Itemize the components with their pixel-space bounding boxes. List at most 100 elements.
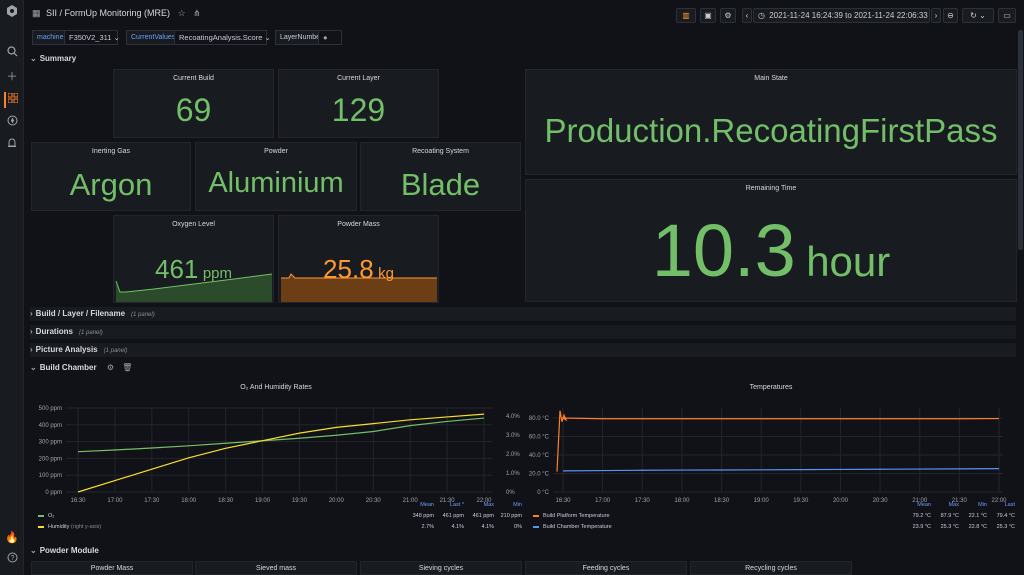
- legend-item[interactable]: O₂: [38, 513, 54, 519]
- dashboard-grid-icon: ▦: [32, 8, 41, 18]
- legend-value: 25.3 °C: [996, 524, 1015, 530]
- panel-powder-module[interactable]: Powder Mass: [31, 561, 193, 575]
- breadcrumb: ▦ SII / FormUp Monitoring (MRE) ☆ ⋔: [32, 8, 201, 19]
- legend-swatch: [533, 514, 539, 517]
- y-tick-label: 100 ppm: [39, 473, 62, 479]
- settings-gear-icon[interactable]: ⚙: [106, 363, 115, 372]
- var-machine-label: machine: [32, 30, 69, 45]
- panel-powder-module[interactable]: Feeding cycles: [525, 561, 687, 575]
- legend-swatch: [38, 525, 44, 528]
- legend-value: 4.1%: [481, 524, 494, 530]
- var-current-values-select[interactable]: RecoatingAnalysis.Score ⌄: [174, 30, 271, 45]
- save-dashboard-button[interactable]: ▣: [700, 8, 716, 23]
- panel-current-build[interactable]: Current Build 69: [113, 69, 274, 138]
- row-build-layer-title[interactable]: › Build / Layer / Filename (1 panel): [30, 309, 155, 318]
- x-tick-label: 21:00: [912, 498, 928, 504]
- panel-current-layer[interactable]: Current Layer 129: [278, 69, 439, 138]
- trash-icon[interactable]: 🗑: [122, 363, 133, 372]
- row-durations[interactable]: [30, 325, 1016, 339]
- x-tick-label: 18:30: [218, 498, 234, 504]
- toggle-dot-icon: ●: [323, 33, 328, 42]
- x-tick-label: 22:00: [476, 498, 492, 504]
- row-summary[interactable]: ⌄ Summary: [30, 54, 76, 63]
- legend-series-name: Humidity: [48, 524, 70, 530]
- x-tick-label: 19:00: [754, 498, 770, 504]
- panel-powder-module[interactable]: Sieved mass: [195, 561, 357, 575]
- legend-series-name: O₂: [48, 513, 55, 519]
- panel-remaining-time[interactable]: Remaining Time 10.3 hour: [525, 179, 1017, 302]
- row-panel-count: (1 panel): [103, 348, 128, 354]
- row-build-layer[interactable]: [30, 307, 1016, 321]
- row-powder-module[interactable]: ⌄ Powder Module: [30, 546, 99, 555]
- tv-mode-button[interactable]: ▭: [998, 8, 1016, 23]
- legend-item[interactable]: Build Platform Temperature: [533, 513, 610, 519]
- row-picture-analysis[interactable]: [30, 343, 1016, 357]
- oxygen-sparkline-line: [115, 273, 273, 293]
- row-label: Picture Analysis: [35, 345, 98, 354]
- row-label: Build Chamber: [39, 363, 97, 372]
- stat-value: 129: [331, 92, 386, 128]
- row-picture-analysis-title[interactable]: › Picture Analysis (1 panel): [30, 345, 127, 354]
- panel-oxygen-level[interactable]: Oxygen Level 461 ppm: [113, 215, 274, 303]
- x-tick-label: 20:00: [329, 498, 345, 504]
- time-shift-forward-button[interactable]: ›: [931, 8, 941, 23]
- var-layer-number-toggle[interactable]: ●: [318, 30, 342, 45]
- legend-header: Mean: [420, 502, 434, 508]
- chevron-down-icon: ⌄: [30, 363, 37, 372]
- time-range-picker[interactable]: ◷ 2021-11-24 16:24:39 to 2021-11-24 22:0…: [753, 8, 930, 23]
- search-icon[interactable]: [4, 46, 20, 62]
- add-panel-button[interactable]: ▥: [676, 8, 696, 23]
- x-tick-label: 21:30: [440, 498, 456, 504]
- scrollbar[interactable]: [1018, 30, 1023, 250]
- legend-value: 0%: [514, 524, 522, 530]
- panel-title: Powder Mass: [337, 221, 380, 228]
- x-tick-label: 19:30: [793, 498, 809, 504]
- legend-series-name: Build Platform Temperature: [543, 513, 610, 519]
- row-durations-title[interactable]: › Durations (1 panel): [30, 327, 103, 336]
- row-label: Build / Layer / Filename: [35, 309, 126, 318]
- stat-value: 10.3 hour: [526, 208, 1016, 293]
- legend-value: 23.9 °C: [912, 524, 931, 530]
- star-icon[interactable]: ☆: [177, 8, 186, 18]
- panel-powder-mass[interactable]: Powder Mass 25.8 kg: [278, 215, 439, 303]
- oxygen-value: 461: [154, 254, 199, 284]
- panel-recoating-system[interactable]: Recoating System Blade: [360, 142, 521, 211]
- chevron-down-icon: ⌄: [30, 54, 37, 63]
- chart-temperatures[interactable]: 0 °C 20.0 °C 40.0 °C 60.0 °C 80.0 °C 16:30 17:…: [525, 398, 1017, 510]
- fire-icon[interactable]: 🔥: [5, 532, 19, 544]
- settings-gear-button[interactable]: ⚙: [720, 8, 736, 23]
- variables-bar: machine F350V2_311 ⌄ CurrentValues Recoa…: [24, 30, 1024, 46]
- legend-item[interactable]: Humidity (right y-axis): [38, 524, 101, 530]
- chart-o2-humidity[interactable]: 0 ppm 100 ppm 200 ppm 300 ppm 400 ppm 500 ppm…: [30, 398, 522, 510]
- zoom-out-button[interactable]: ⊖: [943, 8, 958, 23]
- breadcrumb-text[interactable]: SII / FormUp Monitoring (MRE): [46, 8, 171, 18]
- stat-value: Aluminium: [208, 167, 344, 199]
- row-build-chamber[interactable]: ⌄ Build Chamber ⚙ 🗑: [30, 363, 132, 372]
- panel-powder-module[interactable]: Recycling cycles: [690, 561, 852, 575]
- alerting-bell-icon[interactable]: [4, 138, 20, 154]
- panel-inerting-gas[interactable]: Inerting Gas Argon: [31, 142, 191, 211]
- help-icon[interactable]: ?: [4, 552, 20, 568]
- dashboards-icon[interactable]: [4, 92, 20, 108]
- x-tick-label: 18:00: [181, 498, 197, 504]
- explore-icon[interactable]: [4, 115, 20, 131]
- grafana-logo-icon[interactable]: [4, 4, 20, 20]
- stat-value: 69: [175, 92, 212, 128]
- refresh-button[interactable]: ↻ ⌄: [962, 8, 994, 23]
- plus-icon[interactable]: ＋: [6, 71, 18, 83]
- var-machine-select[interactable]: F350V2_311 ⌄: [64, 30, 120, 45]
- share-icon[interactable]: ⋔: [193, 8, 201, 18]
- chart-o2-humidity-title: O₂ And Humidity Rates: [240, 384, 312, 391]
- chevron-down-icon: ⌄: [264, 33, 271, 42]
- panel-main-state[interactable]: Main State Production.RecoatingFirstPass: [525, 69, 1017, 175]
- time-shift-back-button[interactable]: ‹: [742, 8, 752, 23]
- x-tick-label: 20:30: [873, 498, 889, 504]
- legend-item[interactable]: Build Chamber Temperature: [533, 524, 612, 530]
- panel-powder-module[interactable]: Sieving cycles: [360, 561, 522, 575]
- legend-header: Max: [483, 502, 494, 508]
- legend-header: Mean: [917, 502, 931, 508]
- legend-series-suffix: (right y-axis): [69, 524, 102, 530]
- y-right-tick-label: 4.0%: [506, 414, 520, 420]
- svg-text:?: ?: [10, 555, 14, 562]
- panel-powder[interactable]: Powder Aluminium: [195, 142, 357, 211]
